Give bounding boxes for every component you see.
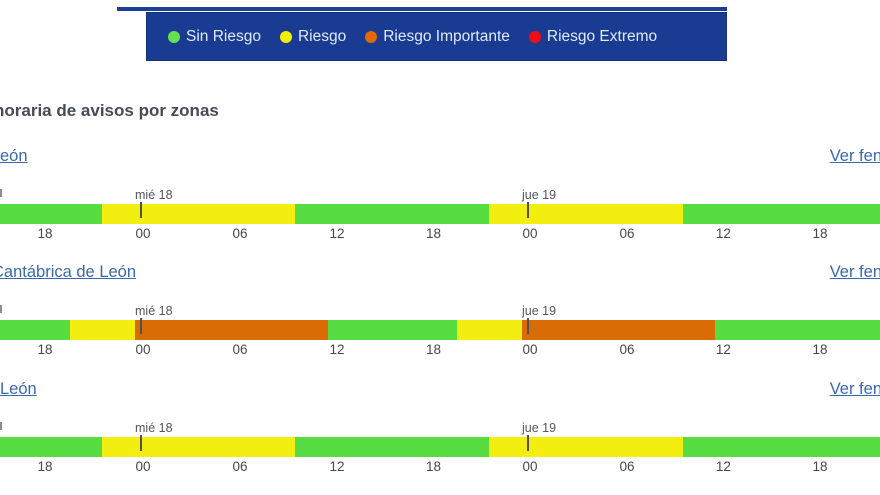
risk-timeline-bar xyxy=(0,202,880,224)
axis-tick-label: 18 xyxy=(425,226,441,241)
axis-tick-label: 12 xyxy=(715,459,731,474)
axis-tick-label: 06 xyxy=(232,226,248,241)
axis-tick-label: 00 xyxy=(522,459,538,474)
zone-row: Cantábrica de León Ver fen mié 18 jue 19 … xyxy=(0,263,880,363)
legend-item-label: Riesgo Importante xyxy=(383,27,510,45)
day-tick xyxy=(140,435,142,451)
legend-item-label: Riesgo xyxy=(297,27,347,45)
day-label-row: mié 18 jue 19 xyxy=(0,188,880,202)
day-tick xyxy=(140,318,142,334)
axis-tick-label: 18 xyxy=(812,226,828,241)
clipped-label-fragment xyxy=(0,305,2,313)
risk-level-dot-icon xyxy=(528,30,541,43)
legend-item-label: Sin Riesgo xyxy=(186,27,261,45)
axis-tick-label: 12 xyxy=(329,342,345,357)
axis-tick-label: 18 xyxy=(37,226,53,241)
day-label: mié 18 xyxy=(135,188,173,202)
axis-tick-label: 06 xyxy=(619,342,635,357)
axis-tick-label: 06 xyxy=(619,459,635,474)
segment-riesgo xyxy=(489,437,683,457)
segment-sin_riesgo xyxy=(683,204,880,224)
axis-tick-label: 12 xyxy=(715,342,731,357)
day-tick xyxy=(527,202,530,218)
axis-tick-label: 18 xyxy=(425,342,441,357)
time-axis: 18 00 06 12 18 00 06 12 18 xyxy=(0,342,880,358)
day-label: mié 18 xyxy=(135,421,173,435)
segment-riesgo xyxy=(489,204,683,224)
axis-tick-label: 18 xyxy=(425,459,441,474)
segment-riesgo_importante xyxy=(522,320,715,340)
risk-timeline-bar xyxy=(0,435,880,457)
zone-name-link[interactable]: Cantábrica de León xyxy=(0,263,137,281)
time-axis: 18 00 06 12 18 00 06 12 18 xyxy=(0,459,880,475)
legend-item-label: Riesgo Extremo xyxy=(546,27,658,45)
zone-name-link[interactable]: León xyxy=(0,380,37,398)
day-label: mié 18 xyxy=(135,304,173,318)
axis-tick-label: 00 xyxy=(135,459,151,474)
axis-tick-label: 00 xyxy=(522,342,538,357)
axis-tick-label: 18 xyxy=(37,459,53,474)
segment-sin_riesgo xyxy=(0,204,102,224)
segment-riesgo xyxy=(102,437,295,457)
segment-sin_riesgo xyxy=(295,437,489,457)
legend-item: Riesgo Importante xyxy=(365,28,510,46)
day-label-row: mié 18 jue 19 xyxy=(0,304,880,318)
segment-riesgo xyxy=(70,320,135,340)
axis-tick-label: 18 xyxy=(37,342,53,357)
day-tick xyxy=(527,318,530,334)
segment-sin_riesgo xyxy=(0,437,102,457)
clipped-label-fragment xyxy=(0,422,2,430)
axis-tick-label: 06 xyxy=(232,459,248,474)
day-label-row: mié 18 jue 19 xyxy=(0,421,880,435)
clipped-label-fragment xyxy=(0,189,2,197)
ver-fenomenos-link[interactable]: Ver fen xyxy=(829,147,880,165)
segment-sin_riesgo xyxy=(683,437,880,457)
segment-riesgo xyxy=(457,320,522,340)
zone-header: León Ver fen xyxy=(0,380,880,402)
axis-tick-label: 12 xyxy=(329,226,345,241)
segment-riesgo_importante xyxy=(135,320,328,340)
axis-tick-label: 12 xyxy=(329,459,345,474)
zone-name-link[interactable]: eón xyxy=(0,147,28,165)
axis-tick-label: 06 xyxy=(232,342,248,357)
section-heading: horaria de avisos por zonas xyxy=(0,101,219,120)
axis-tick-label: 18 xyxy=(812,459,828,474)
ver-fenomenos-link[interactable]: Ver fen xyxy=(829,263,880,281)
zone-header: eón Ver fen xyxy=(0,147,880,169)
zone-row: León Ver fen mié 18 jue 19 18 00 06 12 18 00 06… xyxy=(0,380,880,480)
segment-sin_riesgo xyxy=(295,204,489,224)
time-axis: 18 00 06 12 18 00 06 12 18 xyxy=(0,226,880,242)
axis-tick-label: 06 xyxy=(619,226,635,241)
segment-riesgo xyxy=(102,204,295,224)
day-tick xyxy=(527,435,530,451)
legend-item: Sin Riesgo xyxy=(168,28,261,46)
zone-row: eón Ver fen mié 18 jue 19 18 00 06 12 18 00 06 1… xyxy=(0,147,880,247)
day-tick xyxy=(140,202,142,218)
zone-header: Cantábrica de León Ver fen xyxy=(0,263,880,285)
axis-tick-label: 00 xyxy=(135,226,151,241)
risk-level-dot-icon xyxy=(168,30,180,43)
axis-tick-label: 00 xyxy=(135,342,151,357)
legend: Sin Riesgo Riesgo Riesgo Importante Riesgo … xyxy=(146,12,727,61)
risk-level-dot-icon xyxy=(365,30,378,43)
legend-item: Riesgo xyxy=(279,27,347,46)
legend-item: Riesgo Extremo xyxy=(528,27,658,46)
segment-sin_riesgo xyxy=(328,320,457,340)
day-label: jue 19 xyxy=(522,188,557,202)
axis-tick-label: 00 xyxy=(522,226,538,241)
risk-level-dot-icon xyxy=(279,30,292,43)
segment-sin_riesgo xyxy=(715,320,880,340)
day-label: jue 19 xyxy=(522,304,557,318)
day-label: jue 19 xyxy=(522,421,557,435)
risk-timeline-bar xyxy=(0,318,880,340)
axis-tick-label: 18 xyxy=(812,342,828,357)
axis-tick-label: 12 xyxy=(715,226,731,241)
segment-sin_riesgo xyxy=(0,320,70,340)
top-border-fragment xyxy=(117,7,727,11)
ver-fenomenos-link[interactable]: Ver fen xyxy=(829,380,880,398)
